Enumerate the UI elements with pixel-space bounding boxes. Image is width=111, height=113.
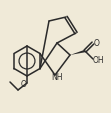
Text: O: O xyxy=(21,80,27,89)
Polygon shape xyxy=(70,50,85,55)
Text: O: O xyxy=(94,39,100,48)
Text: NH: NH xyxy=(51,73,63,82)
Text: OH: OH xyxy=(92,56,104,65)
